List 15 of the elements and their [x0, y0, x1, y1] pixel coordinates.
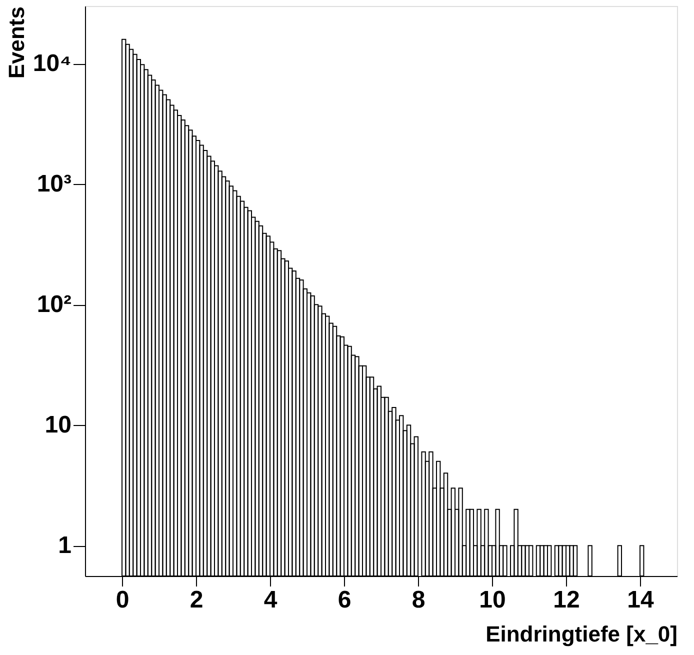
x-axis-title: Eindringtiefe [x_0] — [486, 622, 678, 646]
y-axis-title: Events — [4, 6, 29, 79]
x-tick-label: 14 — [627, 586, 654, 614]
x-tick-label: 12 — [553, 586, 580, 614]
y-tick-label: 10² — [36, 291, 72, 318]
y-tick-label: 10⁴ — [32, 50, 72, 78]
x-tick-label: 10 — [479, 586, 506, 614]
x-tick-label: 6 — [338, 586, 352, 614]
y-tick-label: 10³ — [36, 170, 72, 198]
x-tick-label: 8 — [412, 586, 426, 614]
y-tick-label: 10 — [44, 412, 72, 439]
x-tick-label: 0 — [116, 586, 130, 614]
x-tick-label: 4 — [264, 586, 278, 614]
y-tick-label: 1 — [58, 532, 72, 560]
x-tick-label: 2 — [190, 586, 204, 614]
